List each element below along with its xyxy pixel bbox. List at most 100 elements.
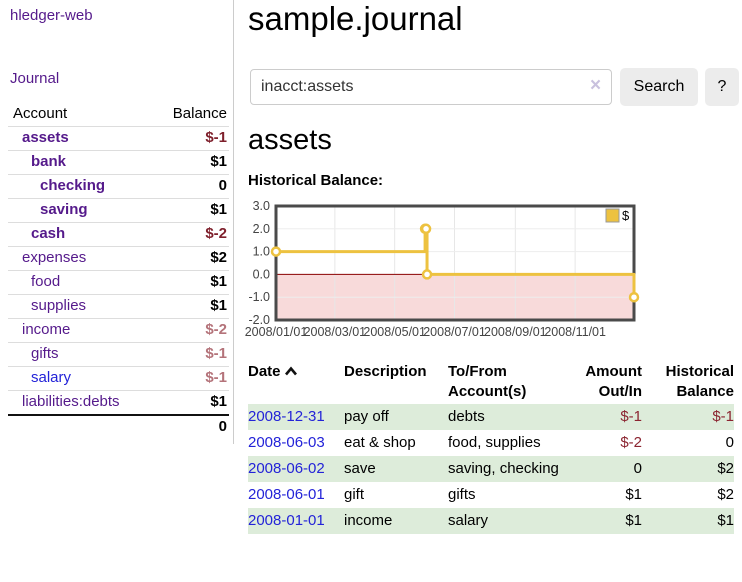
svg-text:-1.0: -1.0 bbox=[248, 290, 270, 304]
table-row: 2008-06-02 save saving, checking 0 $2 bbox=[248, 456, 734, 482]
search-button[interactable]: Search bbox=[620, 68, 698, 106]
balance-column-header: Balance bbox=[172, 105, 227, 122]
transaction-accounts: food, supplies bbox=[448, 434, 541, 451]
amount-column-header: Amount Out/In bbox=[585, 363, 642, 400]
table-row: 2008-01-01 income salary $1 $1 bbox=[248, 508, 734, 534]
svg-text:-2.0: -2.0 bbox=[248, 313, 270, 327]
clear-search-icon[interactable]: × bbox=[590, 75, 602, 96]
chart-canvas: $3.0 2.0 1.0 0.0 -1.0 -2.02008/01/012008/03/0… bbox=[245, 199, 640, 339]
date-column-header[interactable]: Date bbox=[248, 360, 344, 404]
table-row: expenses $2 bbox=[8, 246, 229, 271]
transaction-date-link[interactable]: 2008-01-01 bbox=[248, 512, 325, 529]
account-link-supplies[interactable]: supplies bbox=[31, 297, 87, 314]
table-row: income $-2 bbox=[8, 318, 229, 343]
transaction-balance: $2 bbox=[717, 460, 734, 477]
transaction-balance: $1 bbox=[717, 512, 734, 529]
svg-text:2008/11/01: 2008/11/01 bbox=[544, 325, 606, 339]
table-row: liabilities:debts $1 bbox=[8, 390, 229, 415]
balance-column-header: Historical Balance bbox=[665, 363, 734, 400]
register-table: Date Description To/From Account(s) Amoun… bbox=[248, 360, 734, 534]
accounts-total-value: 0 bbox=[150, 414, 229, 439]
account-balance: $-1 bbox=[150, 342, 229, 367]
account-link-checking[interactable]: checking bbox=[40, 177, 106, 194]
transaction-description: gift bbox=[344, 486, 365, 503]
account-link-salary[interactable]: salary bbox=[31, 369, 72, 386]
account-balance: $1 bbox=[150, 198, 229, 223]
table-row: checking 0 bbox=[8, 174, 229, 199]
svg-text:2008/07/01: 2008/07/01 bbox=[423, 325, 486, 339]
transaction-amount: $-2 bbox=[620, 434, 642, 451]
svg-text:2008/03/01: 2008/03/01 bbox=[304, 325, 367, 339]
transaction-balance: 0 bbox=[725, 434, 734, 451]
table-row: supplies $1 bbox=[8, 294, 229, 319]
table-row: assets $-1 bbox=[8, 126, 229, 151]
account-link-income[interactable]: income bbox=[22, 321, 71, 338]
search-input[interactable] bbox=[250, 69, 612, 105]
table-row: cash $-2 bbox=[8, 222, 229, 247]
sidebar-divider bbox=[233, 0, 234, 444]
transaction-accounts: gifts bbox=[448, 486, 476, 503]
sort-ascending-icon bbox=[284, 366, 297, 376]
account-column-header: To/From Account(s) bbox=[448, 363, 527, 400]
account-link-expenses[interactable]: expenses bbox=[22, 249, 87, 266]
transaction-date-link[interactable]: 2008-06-02 bbox=[248, 460, 325, 477]
transaction-amount: $-1 bbox=[620, 408, 642, 425]
account-column-header: Account bbox=[13, 105, 68, 122]
account-link-assets[interactable]: assets bbox=[22, 129, 69, 146]
date-header-label: Date bbox=[248, 363, 281, 380]
transaction-date-link[interactable]: 2008-12-31 bbox=[248, 408, 325, 425]
account-balance: $1 bbox=[150, 390, 229, 415]
account-balance: $1 bbox=[150, 150, 229, 175]
transaction-balance: $2 bbox=[717, 486, 734, 503]
app-brand-link[interactable]: hledger-web bbox=[10, 7, 93, 24]
account-balance: $1 bbox=[150, 270, 229, 295]
table-row: food $1 bbox=[8, 270, 229, 295]
table-row: saving $1 bbox=[8, 198, 229, 223]
account-balance: $2 bbox=[150, 246, 229, 271]
table-row: 2008-12-31 pay off debts $-1 $-1 bbox=[248, 404, 734, 430]
account-link-liabilities-debts[interactable]: liabilities:debts bbox=[22, 393, 120, 410]
svg-text:$: $ bbox=[622, 208, 630, 223]
svg-text:3.0: 3.0 bbox=[253, 199, 270, 213]
transaction-amount: $1 bbox=[625, 486, 642, 503]
transaction-date-link[interactable]: 2008-06-03 bbox=[248, 434, 325, 451]
transaction-description: eat & shop bbox=[344, 434, 416, 451]
table-row: bank $1 bbox=[8, 150, 229, 175]
table-row: gifts $-1 bbox=[8, 342, 229, 367]
account-link-food[interactable]: food bbox=[31, 273, 61, 290]
transaction-description: save bbox=[344, 460, 376, 477]
svg-text:2008/09/01: 2008/09/01 bbox=[484, 325, 547, 339]
transaction-accounts: debts bbox=[448, 408, 485, 425]
account-balance: $-2 bbox=[150, 222, 229, 247]
svg-text:2008/01/01: 2008/01/01 bbox=[245, 325, 308, 339]
account-balance: $-1 bbox=[150, 366, 229, 391]
account-link-gifts[interactable]: gifts bbox=[31, 345, 59, 362]
transaction-date-link[interactable]: 2008-06-01 bbox=[248, 486, 325, 503]
page-title: sample.journal bbox=[248, 0, 463, 37]
transaction-amount: 0 bbox=[633, 460, 642, 477]
svg-text:2.0: 2.0 bbox=[253, 222, 270, 236]
account-link-saving[interactable]: saving bbox=[40, 201, 88, 218]
transaction-amount: $1 bbox=[625, 512, 642, 529]
transaction-description: pay off bbox=[344, 408, 389, 425]
register-header-row: Date Description To/From Account(s) Amoun… bbox=[248, 360, 734, 404]
historical-balance-chart: $3.0 2.0 1.0 0.0 -1.0 -2.0 2008/01/01 2008/03/0… bbox=[244, 199, 742, 350]
account-link-cash[interactable]: cash bbox=[31, 225, 66, 242]
account-link-bank[interactable]: bank bbox=[31, 153, 67, 170]
accounts-total-row: 0 bbox=[8, 414, 229, 439]
help-button[interactable]: ? bbox=[705, 68, 739, 106]
table-row: 2008-06-03 eat & shop food, supplies $-2… bbox=[248, 430, 734, 456]
account-heading: assets bbox=[248, 124, 332, 156]
transaction-balance: $-1 bbox=[712, 408, 734, 425]
description-column-header: Description bbox=[344, 363, 427, 380]
transaction-accounts: saving, checking bbox=[448, 460, 559, 477]
account-balance: $-2 bbox=[150, 318, 229, 343]
account-balance: 0 bbox=[150, 174, 229, 199]
account-balance: $-1 bbox=[150, 126, 229, 151]
table-row: salary $-1 bbox=[8, 366, 229, 391]
table-row: 2008-06-01 gift gifts $1 $2 bbox=[248, 482, 734, 508]
chart-heading: Historical Balance: bbox=[248, 172, 384, 189]
sidebar-item-journal[interactable]: Journal bbox=[10, 70, 60, 87]
transaction-description: income bbox=[344, 512, 393, 529]
